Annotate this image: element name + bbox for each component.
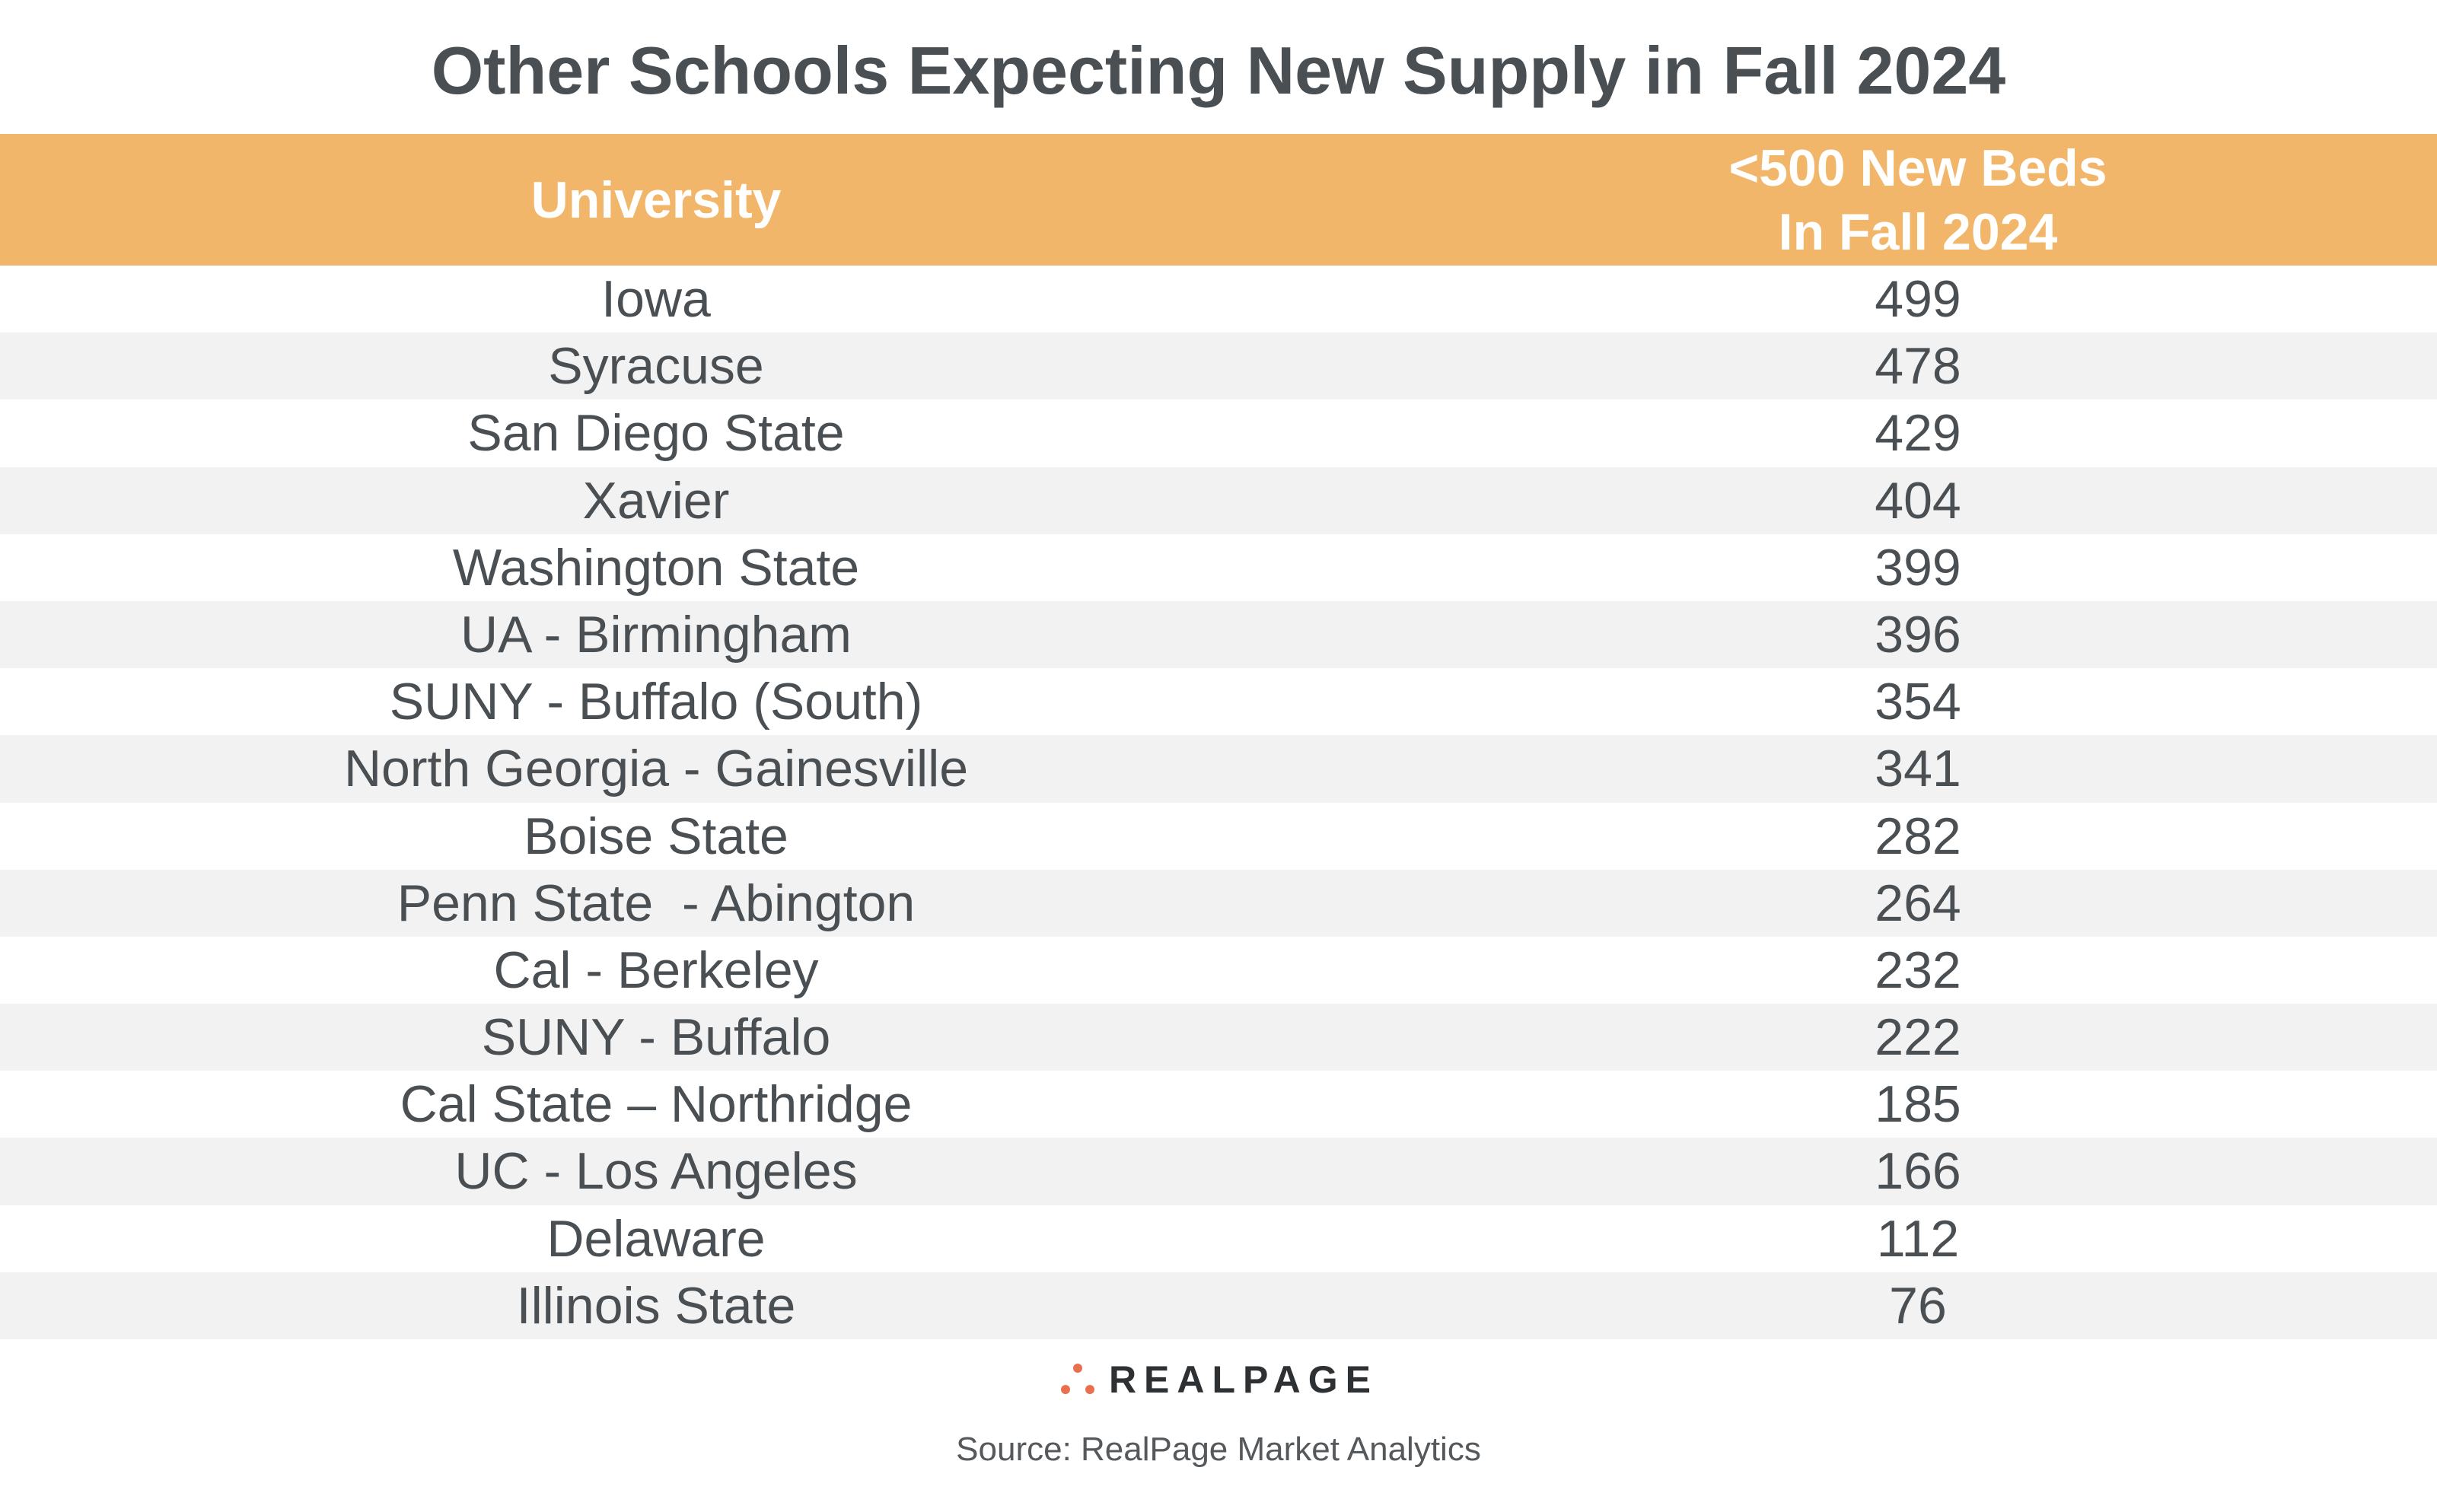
cell-new-beds: 76 [1889, 1276, 1947, 1335]
realpage-logo: REALPAGE [0, 1353, 2437, 1406]
table-row: Illinois State 76 [0, 1272, 2437, 1339]
cell-university: Washington State [452, 538, 860, 597]
table-row: Delaware 112 [0, 1205, 2437, 1272]
cell-new-beds: 185 [1875, 1075, 1961, 1134]
cell-university: Delaware [546, 1209, 766, 1268]
header-university: University [530, 170, 782, 229]
cell-university: North Georgia - Gainesville [343, 740, 969, 798]
table-row: Syracuse 478 [0, 333, 2437, 400]
table-row: UC - Los Angeles 166 [0, 1138, 2437, 1205]
logo-text: REALPAGE [1108, 1358, 1379, 1401]
table-row: Cal State – Northridge 185 [0, 1071, 2437, 1138]
cell-university: Boise State [524, 807, 788, 865]
cell-new-beds: 222 [1875, 1008, 1961, 1067]
cell-new-beds: 112 [1876, 1209, 1960, 1268]
table-body: Iowa 499 Syracuse 478 San Diego State 429 Xavi… [0, 266, 2437, 1339]
cell-university: SUNY - Buffalo (South) [389, 673, 923, 731]
table-row: San Diego State 429 [0, 399, 2437, 466]
cell-university: Illinois State [516, 1276, 796, 1335]
cell-university: SUNY - Buffalo [481, 1008, 831, 1067]
table-row: Washington State 399 [0, 534, 2437, 601]
cell-university: Syracuse [548, 337, 764, 396]
logo-dot [1085, 1385, 1094, 1394]
logo-dot [1060, 1385, 1070, 1394]
cell-new-beds: 429 [1875, 404, 1961, 463]
cell-new-beds: 499 [1875, 270, 1961, 328]
cell-university: Cal State – Northridge [400, 1075, 913, 1134]
header-new-beds: <500 New Beds In Fall 2024 [1614, 134, 2222, 266]
cell-new-beds: 282 [1875, 807, 1961, 865]
cell-university: Iowa [601, 270, 711, 328]
cell-university: UA - Birmingham [460, 605, 852, 664]
cell-new-beds: 341 [1875, 740, 1961, 798]
cell-university: UC - Los Angeles [454, 1142, 858, 1201]
header-new-beds-line1: <500 New Beds [1728, 138, 2107, 197]
table-row: SUNY - Buffalo (South) 354 [0, 668, 2437, 735]
cell-new-beds: 478 [1875, 337, 1961, 396]
cell-new-beds: 354 [1875, 673, 1961, 731]
cell-university: San Diego State [467, 404, 845, 463]
cell-new-beds: 166 [1875, 1142, 1961, 1201]
table-header: University <500 New Beds In Fall 2024 [0, 134, 2437, 266]
cell-new-beds: 404 [1875, 471, 1961, 530]
table-row: North Georgia - Gainesville 341 [0, 735, 2437, 803]
source-note: Source: RealPage Market Analytics [956, 1431, 1481, 1468]
cell-university: Penn State - Abington [397, 874, 916, 932]
cell-new-beds: 396 [1875, 605, 1961, 664]
cell-new-beds: 399 [1875, 538, 1961, 597]
table-row: Iowa 499 [0, 266, 2437, 333]
header-new-beds-line2: In Fall 2024 [1778, 202, 2058, 261]
cell-university: Xavier [582, 471, 730, 530]
table-row: Cal - Berkeley 232 [0, 937, 2437, 1004]
realpage-dots-icon [1060, 1364, 1094, 1394]
cell-university: Cal - Berkeley [493, 941, 819, 999]
table-row: Xavier 404 [0, 466, 2437, 534]
table-row: SUNY - Buffalo 222 [0, 1004, 2437, 1071]
table-row: Boise State 282 [0, 803, 2437, 870]
chart-title: Other Schools Expecting New Supply in Fa… [431, 33, 2006, 108]
logo-dot [1072, 1364, 1082, 1373]
table-row: Penn State - Abington 264 [0, 869, 2437, 937]
cell-new-beds: 232 [1875, 941, 1961, 999]
table-row: UA - Birmingham 396 [0, 600, 2437, 669]
cell-new-beds: 264 [1875, 874, 1961, 932]
